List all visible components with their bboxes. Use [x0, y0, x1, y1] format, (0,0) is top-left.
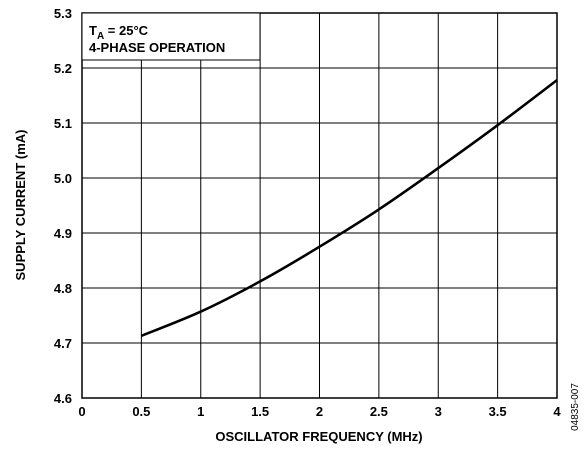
- x-tick-label: 1: [197, 404, 204, 419]
- x-tick-label: 1.5: [251, 404, 269, 419]
- y-tick-labels: 4.6 4.7 4.8 4.9 5.0 5.1 5.2 5.3: [54, 6, 72, 406]
- y-axis-title: SUPPLY CURRENT (mA): [13, 130, 28, 281]
- series-line: [140, 79, 558, 338]
- x-tick-label: 0.5: [132, 404, 150, 419]
- x-tick-label: 0: [78, 404, 85, 419]
- x-tick-label: 3: [435, 404, 442, 419]
- x-tick-labels: 0 0.5 1 1.5 2 2.5 3 3.5 4: [78, 404, 561, 419]
- x-axis-title: OSCILLATOR FREQUENCY (MHz): [215, 429, 422, 444]
- figure-id: 04835-007: [570, 383, 581, 431]
- y-tick-label: 5.3: [54, 6, 72, 21]
- plot-frame: [81, 12, 558, 399]
- x-tick-label: 3.5: [489, 404, 507, 419]
- y-tick-label: 4.8: [54, 281, 72, 296]
- y-tick-label: 5.1: [54, 116, 72, 131]
- y-tick-label: 4.6: [54, 391, 72, 406]
- grid-lines: [81, 12, 558, 399]
- y-tick-label: 4.7: [54, 336, 72, 351]
- x-tick-label: 2: [316, 404, 323, 419]
- annotation-line-2: 4-PHASE OPERATION: [89, 40, 225, 55]
- y-tick-label: 5.0: [54, 171, 72, 186]
- annotation-box: [81, 12, 261, 61]
- y-tick-label: 5.2: [54, 61, 72, 76]
- y-tick-label: 4.9: [54, 226, 72, 241]
- annotation-line-1: TA = 25°C: [89, 23, 149, 42]
- x-tick-label: 2.5: [370, 404, 388, 419]
- x-tick-label: 4: [553, 404, 561, 419]
